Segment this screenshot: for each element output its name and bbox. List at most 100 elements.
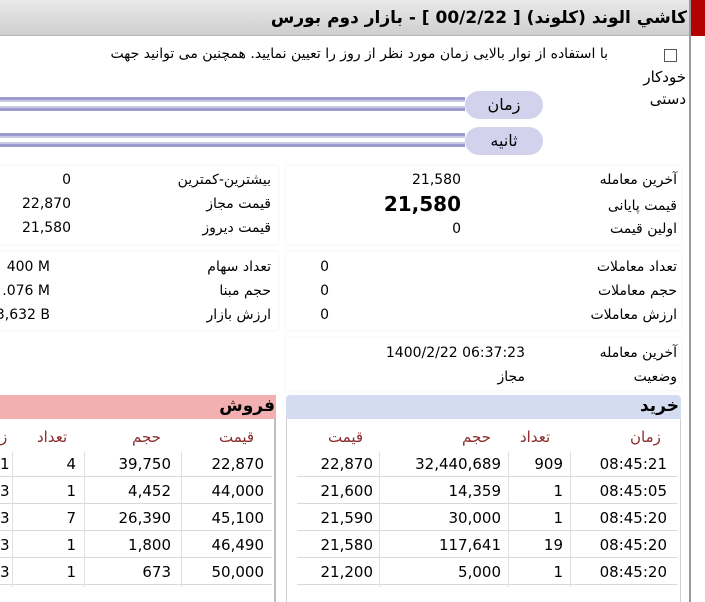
first-price-label: اولین قیمت [609,221,677,237]
auto-manual-label: خودکار دستی [600,66,686,110]
sell-volume: 4,452 [128,482,171,500]
buy-count: 1 [553,482,563,500]
first-price-value: 0 [452,221,461,237]
sell-col-time: ز [0,428,8,446]
sell-count: 1 [66,482,76,500]
buy-volume: 5,000 [458,563,501,581]
sell-row[interactable]: 50,000 673 1 3 [0,560,272,585]
buy-volume: 14,359 [448,482,502,500]
trade-value-value: 0 [320,307,329,323]
buy-time: 08:45:20 [599,509,667,527]
buy-price: 21,580 [320,536,374,554]
buy-price: 21,200 [320,563,374,581]
last-trade-label: آخرین معامله [599,172,677,188]
sell-time: 3 [0,536,10,554]
buy-row[interactable]: 08:45:05 1 14,359 21,600 [297,479,677,504]
window-title: کاشي الوند (کلوند) [ 00/2/22 ] - بازار د… [0,0,689,36]
shares-count-value: 400 M [6,259,50,275]
base-volume-value: .076 M [2,283,50,299]
sell-title: فروش [219,396,275,416]
state-label: وضعیت [633,369,677,385]
buy-price: 22,870 [320,455,374,473]
sell-count: 1 [66,536,76,554]
market-value-value: 3,632 B [0,307,50,323]
manual-label: دستی [649,90,686,108]
market-stats-panel [0,252,278,330]
closing-price-label: قیمت پایانی [607,198,677,214]
buy-col-volume: حجم [462,428,491,446]
buy-row[interactable]: 08:45:21 909 32,440,689 22,870 [297,452,677,477]
sell-price: 45,100 [211,509,265,527]
sell-column-divider [12,452,13,587]
buy-row[interactable]: 08:45:20 1 30,000 21,590 [297,506,677,531]
shares-count-label: تعداد سهام [207,259,271,275]
buy-volume: 117,641 [438,536,501,554]
buy-count: 1 [553,509,563,527]
sell-row[interactable]: 22,870 39,750 4 1 [0,452,272,477]
buy-col-price: قیمت [328,428,364,446]
sell-time: 1 [0,455,10,473]
trade-stats-panel [286,252,681,330]
second-label-pill: ثانیه [465,127,543,155]
buy-column-divider [570,452,571,587]
sell-price: 22,870 [211,455,265,473]
buy-column-divider [379,452,380,587]
buy-volume: 32,440,689 [415,455,501,473]
yesterday-price-value: 21,580 [22,220,71,236]
sell-volume: 1,800 [128,536,171,554]
state-value: مجاز [497,369,525,385]
sell-count: 7 [66,509,76,527]
buy-price: 21,590 [320,509,374,527]
range-label: بیشترین-کمترین [177,172,271,188]
buy-count: 19 [543,536,563,554]
sell-price: 50,000 [211,563,265,581]
sell-price: 44,000 [211,482,265,500]
range-value: 0 [62,172,71,188]
sell-row[interactable]: 46,490 1,800 1 3 [0,533,272,558]
sell-volume: 39,750 [118,455,172,473]
yesterday-price-label: قیمت دیروز [202,220,271,236]
allowed-price-value: 22,870 [22,196,71,212]
buy-volume: 30,000 [448,509,502,527]
sell-table [0,419,276,602]
second-slider[interactable] [0,133,465,147]
allowed-price-label: قیمت مجاز [206,196,271,212]
sell-time: 3 [0,509,10,527]
sell-row[interactable]: 45,100 26,390 7 3 [0,506,272,531]
buy-time: 08:45:20 [599,563,667,581]
trade-count-label: تعداد معاملات [596,259,677,275]
sell-volume: 673 [142,563,171,581]
buy-header-bar [286,395,681,419]
buy-price: 21,600 [320,482,374,500]
sell-column-divider [181,452,182,587]
buy-row[interactable]: 08:45:20 19 117,641 21,580 [297,533,677,558]
auto-checkbox[interactable] [664,49,677,62]
last-trade-value: 21,580 [412,172,461,188]
buy-col-time: زمان [630,428,661,446]
window-accent [691,0,705,36]
time-label-pill: زمان [465,91,543,119]
auto-label: خودکار [643,68,686,86]
last-trade-time-value: 1400/2/22 06:37:23 [385,345,525,361]
buy-time: 08:45:20 [599,536,667,554]
sell-volume: 26,390 [118,509,172,527]
range-panel [0,166,278,244]
trade-count-value: 0 [320,259,329,275]
buy-table [286,419,681,602]
sell-time: 3 [0,482,10,500]
sell-price: 46,490 [211,536,265,554]
last-trade-time-label: آخرین معامله [599,345,677,361]
buy-column-divider [508,452,509,587]
buy-col-count: تعداد [520,428,551,446]
buy-row[interactable]: 08:45:20 1 5,000 21,200 [297,560,677,585]
time-hint-text: با استفاده از نوار بالایی زمان مورد نظر … [110,46,608,62]
status-panel [286,338,681,390]
buy-time: 08:45:21 [599,455,667,473]
buy-time: 08:45:05 [599,482,667,500]
sell-row[interactable]: 44,000 4,452 1 3 [0,479,272,504]
sell-count: 4 [66,455,76,473]
closing-price-value: 21,580 [383,192,461,216]
market-value-label: ارزش بازار [206,307,271,323]
buy-count: 1 [553,563,563,581]
time-slider[interactable] [0,97,465,111]
